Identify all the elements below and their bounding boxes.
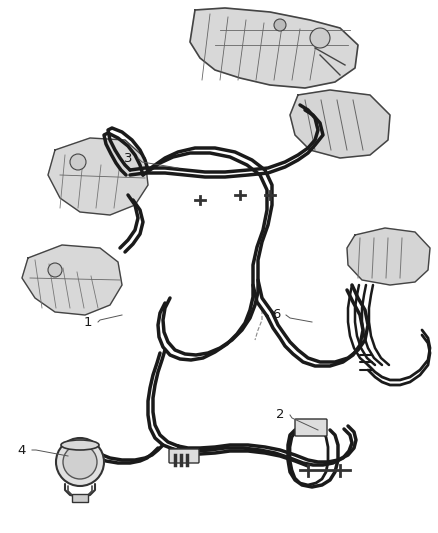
Circle shape xyxy=(56,438,104,486)
FancyBboxPatch shape xyxy=(72,494,88,502)
Text: 6: 6 xyxy=(272,309,280,321)
Polygon shape xyxy=(22,245,122,315)
Circle shape xyxy=(70,154,86,170)
FancyBboxPatch shape xyxy=(169,449,199,463)
Circle shape xyxy=(63,445,97,479)
Text: 4: 4 xyxy=(18,443,26,456)
Text: 2: 2 xyxy=(276,408,284,422)
Text: 3: 3 xyxy=(124,151,132,165)
Ellipse shape xyxy=(61,440,99,450)
Polygon shape xyxy=(48,138,148,215)
Circle shape xyxy=(48,263,62,277)
Text: 1: 1 xyxy=(84,316,92,328)
Polygon shape xyxy=(190,8,358,88)
Circle shape xyxy=(274,19,286,31)
Circle shape xyxy=(310,28,330,48)
FancyBboxPatch shape xyxy=(295,419,327,436)
Polygon shape xyxy=(290,90,390,158)
Polygon shape xyxy=(347,228,430,285)
